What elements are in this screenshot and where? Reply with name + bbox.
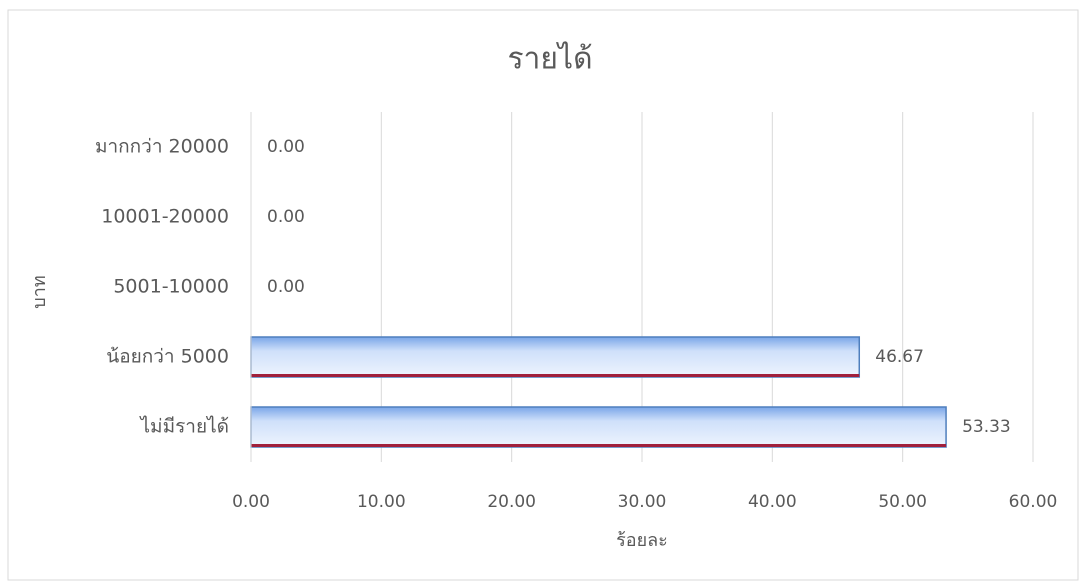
x-tick-label: 60.00	[1009, 492, 1058, 512]
y-tick-label: ไม่มีรายได้	[138, 416, 229, 438]
data-label: 0.00	[267, 137, 305, 157]
y-tick-label: 10001-20000	[101, 206, 229, 228]
x-tick-label: 0.00	[232, 492, 270, 512]
chart-border	[7, 9, 1079, 581]
data-label: 46.67	[875, 347, 924, 367]
y-tick-label: น้อยกว่า 5000	[106, 346, 229, 368]
bar	[250, 406, 947, 448]
x-axis-label: ร้อยละ	[616, 530, 668, 551]
x-tick-label: 40.00	[748, 492, 797, 512]
x-tick-label: 20.00	[487, 492, 536, 512]
bar	[250, 336, 861, 378]
y-tick-label: 5001-10000	[113, 276, 229, 298]
x-tick-label: 10.00	[357, 492, 406, 512]
x-tick-label: 30.00	[618, 492, 667, 512]
x-tick-label: 50.00	[878, 492, 927, 512]
y-axis-label: บาท	[29, 275, 50, 308]
y-tick-label: มากกว่า 20000	[95, 136, 229, 158]
data-label: 53.33	[962, 417, 1011, 437]
data-label: 0.00	[267, 277, 305, 297]
chart-title: รายได้	[507, 41, 592, 77]
data-label: 0.00	[267, 207, 305, 227]
